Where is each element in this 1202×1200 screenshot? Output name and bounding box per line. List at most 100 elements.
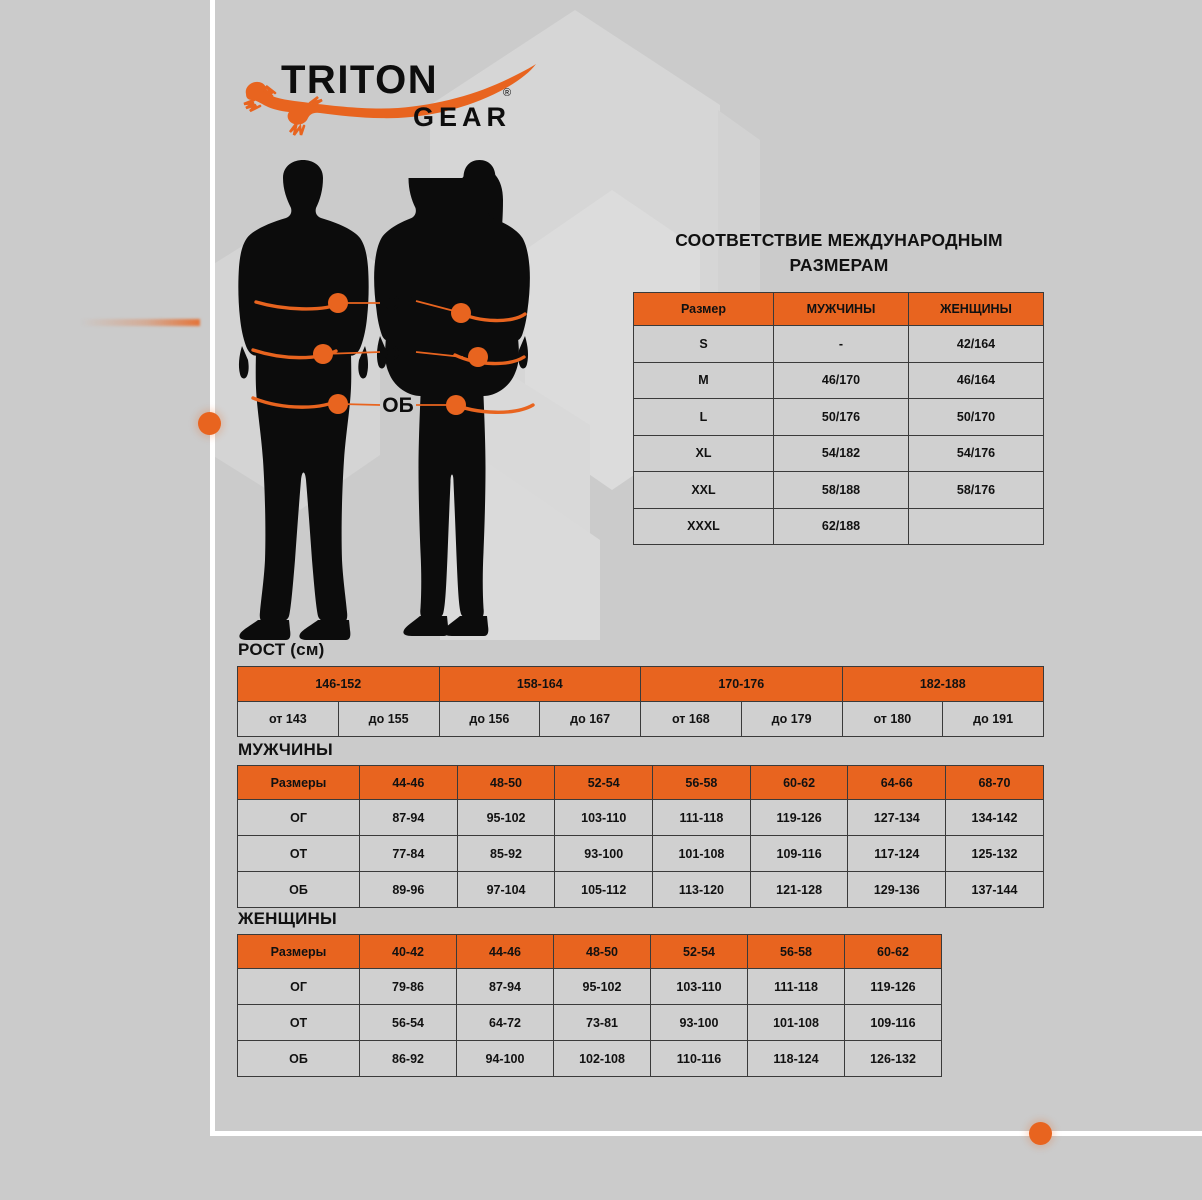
table-row: M 46/170 46/164 [633,361,1044,399]
height-group-3: 182-188 [841,666,1044,702]
height-sub-6: от 180 [841,701,944,737]
female-hip-node [446,395,466,415]
brand-name: TRITON [281,58,438,102]
male-hip-node [328,394,348,414]
cell-men: 58/188 [773,471,909,509]
men-header-3: 52-54 [554,765,654,800]
table-row: L 50/176 50/170 [633,398,1044,436]
female-waist-node [468,347,488,367]
measure-label-chest: ОГ [384,292,412,315]
men-hip-2: 105-112 [554,871,654,908]
women-chest-2: 95-102 [553,968,651,1005]
men-section-label: МУЖЧИНЫ [238,740,333,759]
international-title-line-1: СООТВЕТСТВИЕ МЕЖДУНАРОДНЫМ [675,230,1003,250]
men-chest-1: 95-102 [456,799,556,836]
cell-size: XXXL [633,507,774,545]
men-waist-2: 93-100 [554,835,654,872]
men-chest-5: 127-134 [847,799,947,836]
women-hip-4: 118-124 [747,1040,845,1077]
female-chest-node [451,303,471,323]
men-header-6: 64-66 [847,765,947,800]
women-header-5: 56-58 [747,934,845,969]
table-header-row: Размеры 44-46 48-50 52-54 56-58 60-62 64… [237,765,1044,800]
frame-vertical-line [210,0,215,1136]
table-row: ОГ 87-94 95-102 103-110 111-118 119-126 … [237,799,1044,836]
women-metric-waist: ОТ [237,1004,360,1041]
women-measurements-table: Размеры 40-42 44-46 48-50 52-54 56-58 60… [237,934,942,1077]
height-sub-2: до 156 [438,701,541,737]
men-header-7: 68-70 [945,765,1044,800]
men-header-2: 48-50 [456,765,556,800]
men-waist-3: 101-108 [652,835,751,872]
table-row: ОТ 56-54 64-72 73-81 93-100 101-108 109-… [237,1004,942,1041]
height-sub-7: до 191 [942,701,1044,737]
women-chest-1: 87-94 [456,968,554,1005]
women-hip-0: 86-92 [359,1040,457,1077]
men-header-4: 56-58 [652,765,751,800]
men-chest-3: 111-118 [652,799,751,836]
women-waist-0: 56-54 [359,1004,457,1041]
male-waist-node [313,344,333,364]
height-group-0: 146-152 [237,666,440,702]
men-metric-waist: ОТ [237,835,360,872]
women-metric-chest: ОГ [237,968,360,1005]
table-row: от 143 до 155 до 156 до 167 от 168 до 17… [237,701,1044,737]
table-row: ОБ 89-96 97-104 105-112 113-120 121-128 … [237,871,1044,908]
men-waist-0: 77-84 [359,835,458,872]
women-waist-4: 101-108 [747,1004,845,1041]
cell-women: 54/176 [908,434,1044,472]
table-row: ОБ 86-92 94-100 102-108 110-116 118-124 … [237,1040,942,1077]
brand-registered: ® [503,87,511,99]
male-chest-node [328,293,348,313]
header-size: Размер [633,292,774,326]
measure-nodes [313,293,488,415]
table-header-row: Размеры 40-42 44-46 48-50 52-54 56-58 60… [237,934,942,969]
height-sub-0: от 143 [237,701,339,737]
international-table-title: СООТВЕТСТВИЕ МЕЖДУНАРОДНЫМ РАЗМЕРАМ [633,228,1045,278]
women-hip-3: 110-116 [650,1040,748,1077]
men-hip-0: 89-96 [359,871,458,908]
cell-size: S [633,325,774,363]
height-sub-4: от 168 [640,701,742,737]
men-header-5: 60-62 [749,765,849,800]
men-metric-hip: ОБ [237,871,360,908]
height-section-label: РОСТ (см) [238,640,325,659]
men-chest-0: 87-94 [359,799,458,836]
men-hip-3: 113-120 [652,871,751,908]
women-chest-0: 79-86 [359,968,457,1005]
women-hip-1: 94-100 [456,1040,554,1077]
men-chest-6: 134-142 [945,799,1044,836]
men-hip-1: 97-104 [456,871,556,908]
men-hip-6: 137-144 [945,871,1044,908]
table-header-row: Размер МУЖЧИНЫ ЖЕНЩИНЫ [633,292,1044,326]
table-row: ОГ 79-86 87-94 95-102 103-110 111-118 11… [237,968,942,1005]
men-metric-chest: ОГ [237,799,360,836]
brand-sub: GEAR [413,102,511,132]
international-title-line-2: РАЗМЕРАМ [789,255,889,275]
women-header-4: 52-54 [650,934,748,969]
female-silhouette [374,160,530,636]
brand-logo: TRITON ® GEAR [243,58,536,136]
women-section-label: ЖЕНЩИНЫ [238,909,337,928]
table-row: ОТ 77-84 85-92 93-100 101-108 109-116 11… [237,835,1044,872]
women-hip-2: 102-108 [553,1040,651,1077]
men-header-1: 44-46 [359,765,458,800]
men-waist-6: 125-132 [945,835,1044,872]
women-header-6: 60-62 [844,934,942,969]
cell-size: XXL [633,471,774,509]
women-hip-5: 126-132 [844,1040,942,1077]
table-row: XXL 58/188 58/176 [633,471,1044,509]
women-chest-4: 111-118 [747,968,845,1005]
women-header-3: 48-50 [553,934,651,969]
women-header-0: Размеры [237,934,360,969]
women-chest-3: 103-110 [650,968,748,1005]
cell-men: 54/182 [773,434,909,472]
height-sub-5: до 179 [740,701,843,737]
accent-dot-left [198,412,221,435]
men-waist-1: 85-92 [456,835,556,872]
header-men: МУЖЧИНЫ [773,292,909,326]
table-row: S - 42/164 [633,325,1044,363]
frame-horizontal-line [210,1131,1202,1136]
cell-women: 58/176 [908,471,1044,509]
height-sub-1: до 155 [337,701,440,737]
